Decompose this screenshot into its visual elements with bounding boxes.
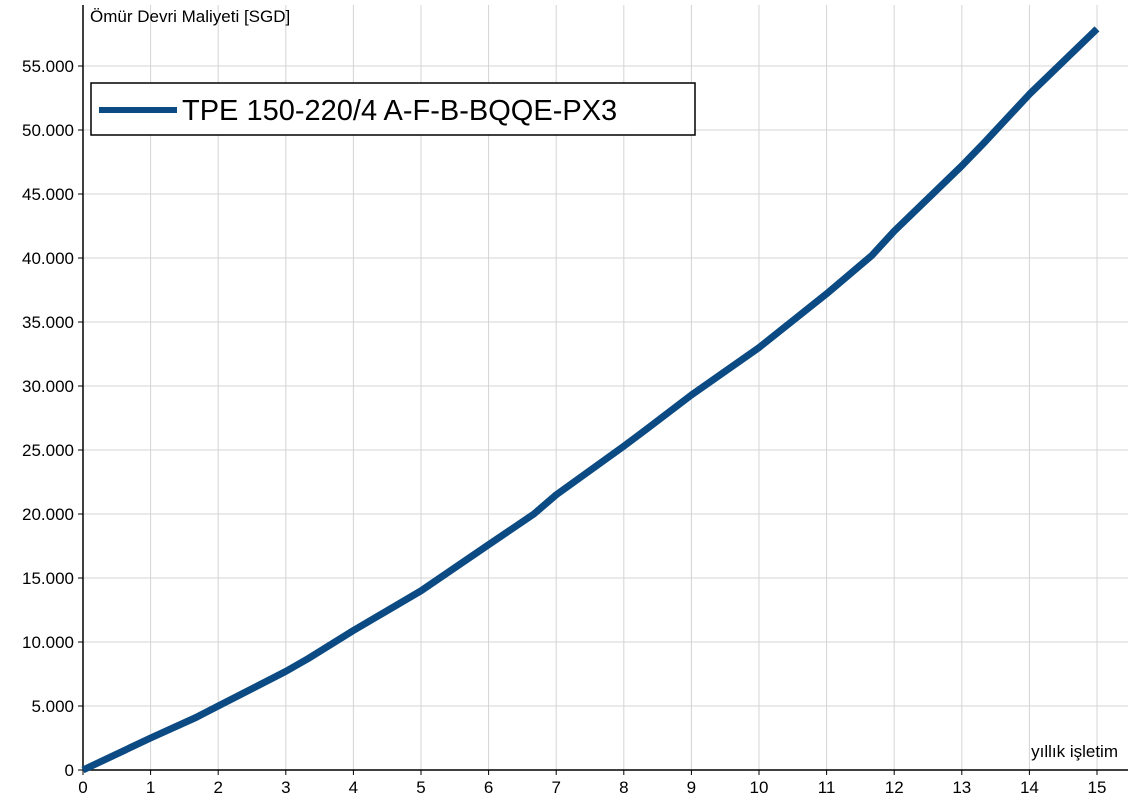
tick-labels: 0 1 2 3 4 5 6 7 8 9 10 11 12 13 14 1505.00010.00015.000…: [22, 57, 1107, 797]
x-tick-label: 9: [687, 778, 696, 796]
x-tick-label: 12: [885, 778, 904, 796]
legend-label: TPE 150-220/4 A-F-B-BQQE-PX3: [182, 95, 617, 127]
y-tick-label: 20.000: [22, 505, 74, 524]
y-tick-label: 30.000: [22, 377, 74, 396]
y-axis-label: Ömür Devri Maliyeti [SGD]: [90, 7, 290, 26]
y-tick-label: 0: [65, 761, 74, 780]
x-tick-label: 14: [1020, 778, 1039, 796]
y-tick-label: 25.000: [22, 441, 74, 460]
series-line: [81, 26, 1100, 774]
x-tick-label: 8: [619, 778, 628, 796]
x-tick-label: 0: [78, 778, 87, 796]
x-tick-label: 15: [1088, 778, 1107, 796]
x-tick-label: 5: [416, 778, 425, 796]
y-tick-label: 15.000: [22, 569, 74, 588]
x-tick-label: 10: [750, 778, 769, 796]
x-tick-label: 6: [484, 778, 493, 796]
y-tick-label: 50.000: [22, 121, 74, 140]
x-tick-label: 2: [213, 778, 222, 796]
y-tick-label: 40.000: [22, 249, 74, 268]
x-tick-label: 3: [281, 778, 290, 796]
series-lines: [81, 26, 1100, 774]
y-tick-label: 55.000: [22, 57, 74, 76]
legend-box: [90, 82, 696, 136]
y-tick-label: 10.000: [22, 633, 74, 652]
y-tick-label: 35.000: [22, 313, 74, 332]
x-tick-label: 13: [952, 778, 971, 796]
x-tick-label: 1: [146, 778, 155, 796]
y-tick-label: 5.000: [31, 697, 74, 716]
x-tick-label: 4: [349, 778, 358, 796]
x-axis-label: yıllık işletim: [1031, 742, 1118, 761]
y-tick-label: 45.000: [22, 185, 74, 204]
x-tick-label: 11: [818, 778, 836, 796]
legend: TPE 150-220/4 A-F-B-BQQE-PX3: [90, 82, 696, 136]
x-tick-label: 7: [551, 778, 560, 796]
